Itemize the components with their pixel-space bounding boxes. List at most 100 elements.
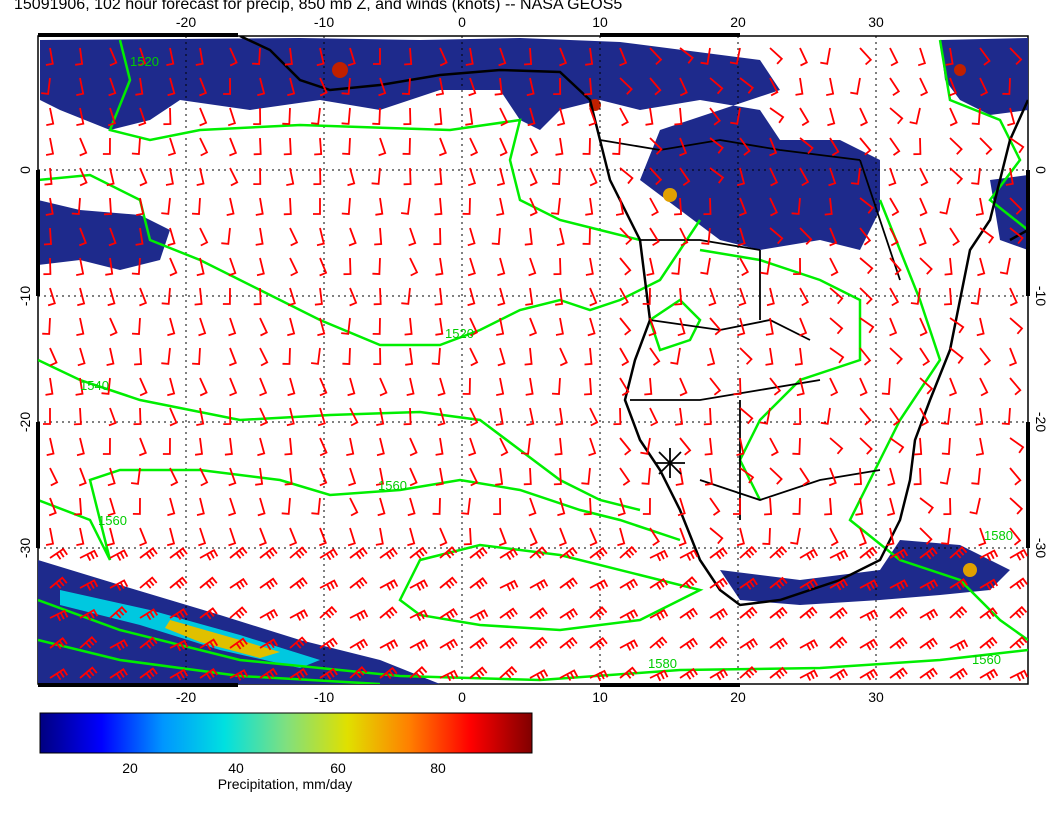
wind-barb	[853, 467, 862, 486]
wind-barb	[46, 107, 55, 126]
wind-barb	[229, 669, 249, 681]
wind-barb	[679, 549, 699, 561]
wind-barb	[199, 227, 209, 247]
wind-barb	[677, 317, 686, 337]
wind-barb	[284, 47, 293, 66]
wind-barb	[889, 317, 898, 337]
wind-barb	[679, 47, 694, 64]
wind-barb	[975, 197, 984, 216]
wind-barb	[229, 606, 248, 619]
wind-barb	[674, 287, 683, 306]
wind-barb	[914, 437, 923, 456]
wind-barb	[617, 527, 626, 547]
wind-barb	[769, 227, 784, 245]
contour-1520-north	[108, 39, 641, 242]
wind-barb	[108, 77, 117, 97]
wind-barb	[619, 347, 630, 367]
wind-barb	[919, 579, 939, 591]
wind-barb	[311, 497, 321, 515]
wind-barb	[499, 107, 509, 127]
wind-barb	[679, 77, 688, 97]
wind-barb	[642, 497, 651, 515]
wind-barb	[949, 578, 969, 591]
wind-barb	[289, 577, 308, 590]
wind-barb	[889, 407, 901, 426]
wind-barb	[649, 47, 663, 66]
wind-barb	[945, 47, 954, 66]
wind-barb	[257, 497, 266, 517]
wind-barb	[889, 636, 908, 650]
wind-barb	[221, 227, 231, 245]
wind-barb	[551, 197, 561, 215]
wind-barb	[919, 637, 938, 650]
wind-barb	[769, 437, 779, 457]
wind-barb	[465, 47, 474, 66]
wind-barb	[919, 407, 930, 427]
wind-barb	[796, 377, 805, 397]
wind-barb	[799, 167, 810, 187]
wind-barb	[349, 609, 369, 621]
wind-barb	[42, 317, 51, 335]
wind-barb	[769, 545, 788, 559]
wind-barb	[709, 167, 725, 184]
wind-barb	[889, 606, 908, 620]
wind-barb	[319, 548, 339, 561]
wind-barb	[342, 347, 351, 365]
wind-barb	[889, 347, 903, 365]
wind-barb	[949, 137, 963, 155]
wind-barb	[349, 287, 358, 307]
wind-barb	[313, 198, 321, 215]
wind-barb	[439, 576, 458, 589]
wind-barb	[859, 137, 872, 156]
wind-barb	[166, 527, 176, 547]
wind-barb	[525, 377, 534, 396]
wind-barb	[103, 197, 112, 216]
wind-barb	[289, 636, 308, 649]
wind-barb	[132, 497, 141, 515]
wind-barb	[259, 407, 268, 427]
wind-barb	[283, 137, 292, 156]
wind-barb	[759, 407, 771, 425]
wind-barb	[227, 107, 237, 127]
wind-barb	[909, 107, 921, 125]
wind-barb	[889, 107, 904, 125]
wind-barb	[75, 47, 84, 66]
wind-barb	[769, 637, 788, 650]
wind-barb	[979, 227, 995, 244]
wind-barb	[674, 107, 683, 126]
wind-barb	[559, 546, 578, 560]
wind-barb	[1009, 377, 1022, 396]
wind-barb	[43, 227, 52, 246]
wind-barb	[169, 547, 188, 560]
wind-barb	[109, 47, 118, 67]
wind-barb	[379, 547, 398, 560]
wind-barb	[400, 197, 411, 215]
wind-barb	[649, 137, 663, 155]
wind-barb	[889, 257, 902, 276]
wind-barb	[79, 608, 99, 621]
wind-barb	[769, 47, 784, 65]
wind-barb	[765, 347, 774, 366]
wind-barb	[138, 107, 147, 127]
lat-tick-right: -10	[1033, 286, 1049, 306]
wind-barb	[169, 668, 189, 681]
wind-barb	[469, 347, 479, 367]
wind-barb	[499, 579, 519, 592]
wind-barb	[287, 317, 296, 337]
wind-barb	[136, 197, 145, 216]
wind-barb	[316, 227, 325, 247]
wind-barb	[979, 578, 999, 591]
wind-barb	[499, 665, 518, 679]
wind-barb	[169, 639, 189, 652]
wind-barb	[495, 467, 504, 486]
wind-barb	[739, 347, 753, 365]
wind-barb	[589, 669, 609, 682]
wind-barb	[109, 639, 129, 651]
wind-barb	[644, 377, 653, 396]
wind-barb	[760, 257, 771, 275]
wind-barb	[850, 167, 861, 185]
wind-barb	[437, 407, 446, 427]
wind-barb	[373, 347, 382, 365]
wind-barb	[161, 287, 171, 305]
wind-barb	[888, 167, 897, 187]
